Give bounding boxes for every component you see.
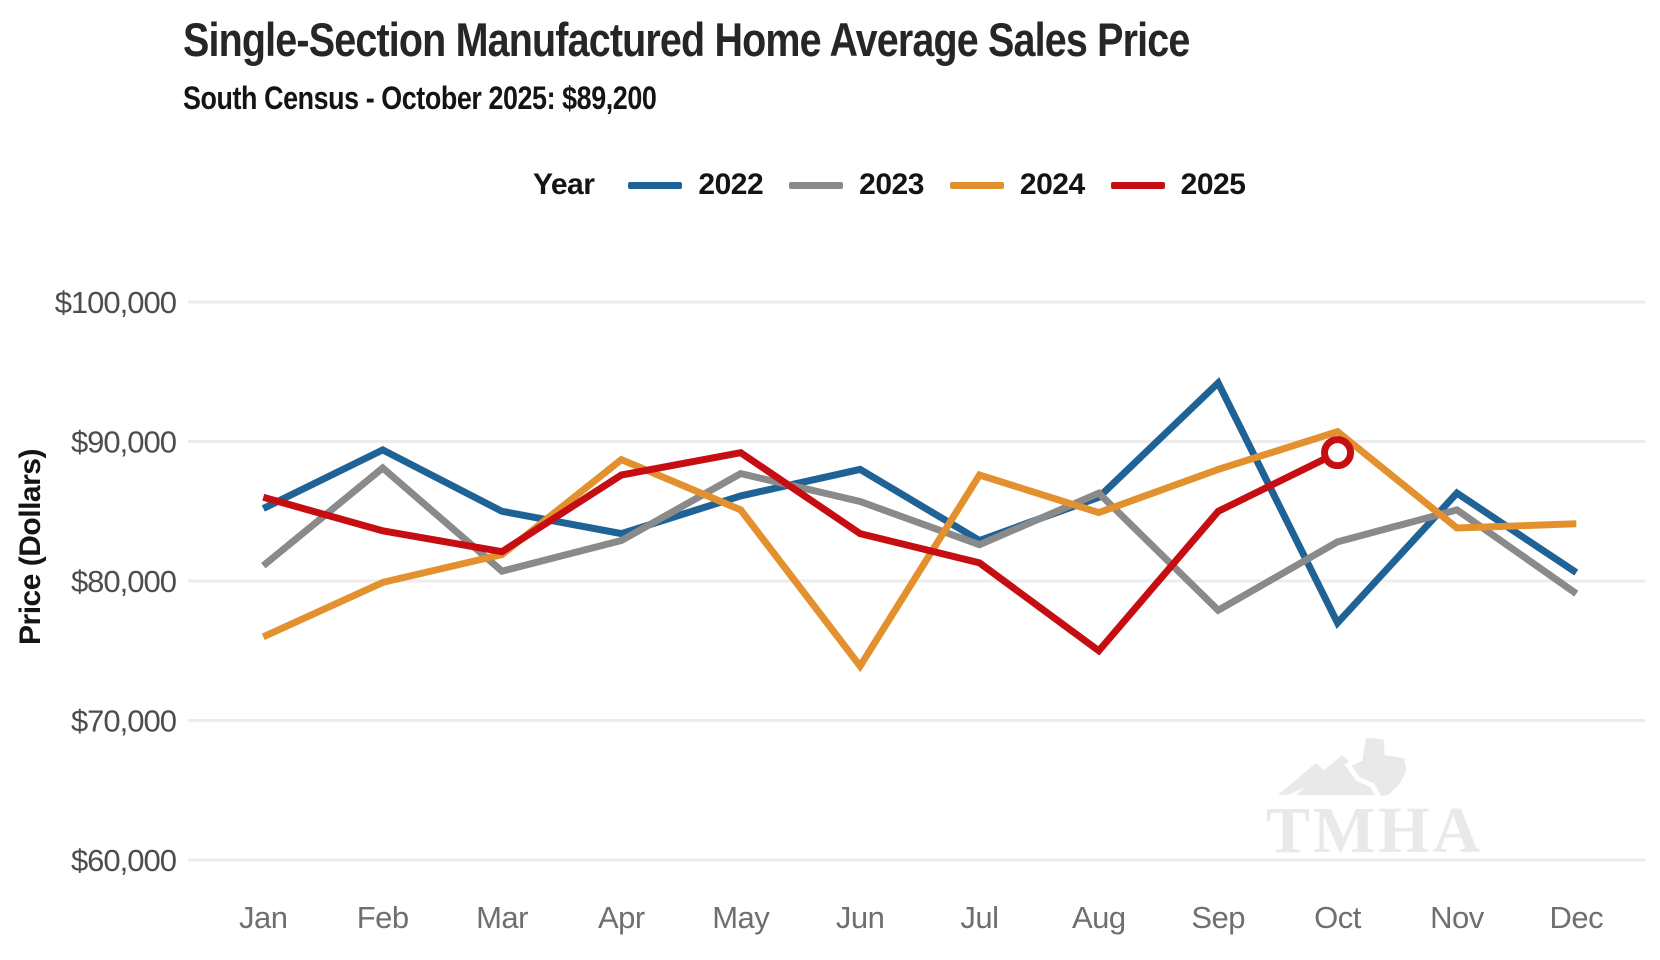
x-tick-label-apr: Apr xyxy=(598,900,645,935)
legend-swatch-2023 xyxy=(789,181,844,189)
legend-title: Year xyxy=(533,168,595,201)
x-tick-label-jun: Jun xyxy=(836,900,884,935)
legend: Year 2022 2023 2024 2025 xyxy=(533,168,1246,202)
legend-item-2025: 2025 xyxy=(1110,168,1246,202)
y-tick-label: $80,000 xyxy=(71,564,177,599)
legend-item-label: 2022 xyxy=(698,168,764,201)
legend-item-label: 2024 xyxy=(1019,168,1085,201)
legend-swatch-2022 xyxy=(628,181,683,189)
chart-subtitle: South Census - October 2025: $89,200 xyxy=(183,80,657,116)
y-tick-label: $90,000 xyxy=(71,425,177,460)
x-tick-label-jul: Jul xyxy=(960,900,998,935)
chart-title: Single-Section Manufactured Home Average… xyxy=(183,13,1190,66)
y-axis-title: Price (Dollars) xyxy=(14,449,47,645)
legend-swatch-2025 xyxy=(1110,181,1165,189)
x-tick-label-feb: Feb xyxy=(357,900,409,935)
x-tick-label-mar: Mar xyxy=(476,900,528,935)
y-tick-label: $100,000 xyxy=(55,285,177,320)
series-line-2022 xyxy=(261,377,1579,630)
latest-point-marker-2025 xyxy=(1321,436,1355,470)
x-tick-label-sep: Sep xyxy=(1191,900,1245,935)
x-tick-label-dec: Dec xyxy=(1549,900,1603,935)
x-tick-label-jan: Jan xyxy=(239,900,287,935)
series-line-2024 xyxy=(261,427,1577,673)
y-tick-label: $60,000 xyxy=(71,843,177,878)
legend-item-label: 2023 xyxy=(859,168,924,201)
y-tick-label: $70,000 xyxy=(71,704,177,739)
series-line-2023 xyxy=(261,463,1579,615)
x-tick-label-may: May xyxy=(712,900,770,935)
legend-item-label: 2025 xyxy=(1180,168,1246,201)
x-tick-label-nov: Nov xyxy=(1430,900,1485,935)
x-tick-label-aug: Aug xyxy=(1072,900,1126,935)
x-tick-label-oct: Oct xyxy=(1314,900,1362,935)
series-line-2025 xyxy=(262,448,1340,656)
legend-item-2023: 2023 xyxy=(789,168,924,202)
legend-swatch-2024 xyxy=(949,181,1004,189)
legend-item-2022: 2022 xyxy=(628,168,764,202)
legend-item-2024: 2024 xyxy=(949,168,1085,202)
